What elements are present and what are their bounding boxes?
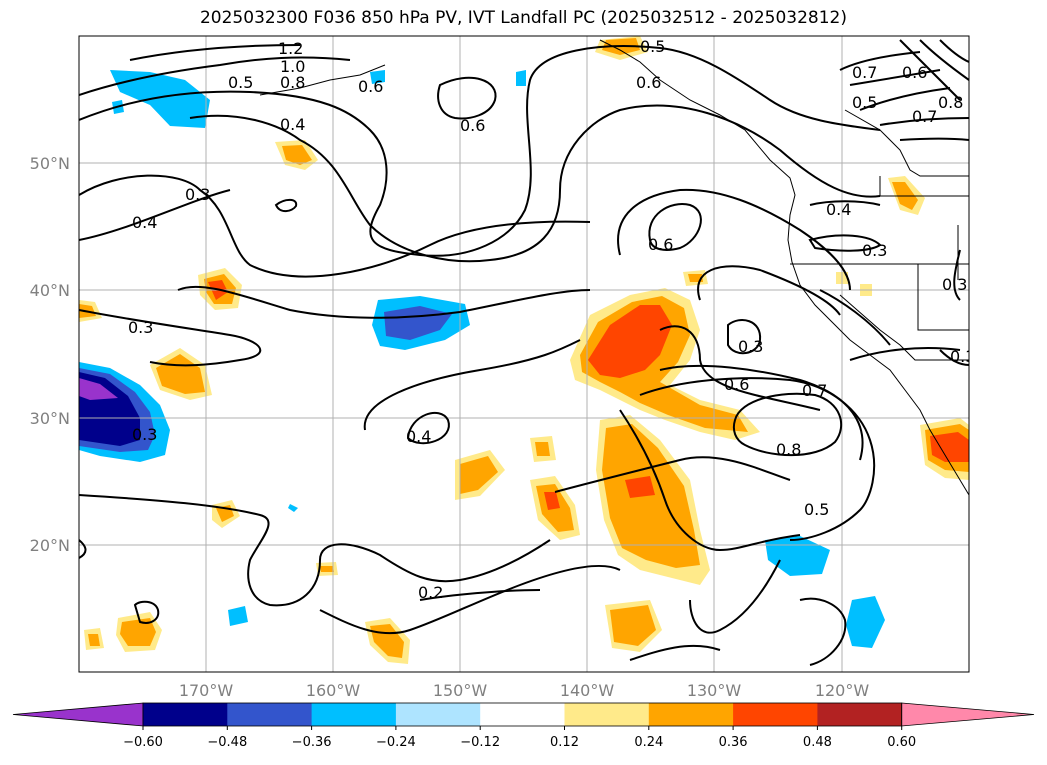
colorbar-swatch — [311, 703, 397, 726]
colorbar-tick-label: 0.24 — [634, 735, 663, 750]
contour-label: 0.6 — [636, 73, 661, 92]
map-panel: 1.2 1.0 0.8 0.6 0.5 0.4 0.3 0.6 0.4 0.3 … — [79, 36, 975, 672]
colorbar-tick-label: 0.60 — [887, 735, 916, 750]
contour-label: 0.8 — [776, 440, 801, 459]
colorbar-extend-low — [12, 702, 144, 727]
contour-label: 0.4 — [826, 200, 851, 219]
contour-label: 0.3 — [942, 275, 967, 294]
contour-label: 0.6 — [902, 63, 927, 82]
contour-label: 0.6 — [724, 375, 749, 394]
lat-label: 30°N — [30, 409, 70, 428]
lon-label: 150°W — [433, 681, 488, 700]
lat-label: 40°N — [30, 281, 70, 300]
colorbar-tick-label: 0.48 — [803, 735, 832, 750]
lon-label: 140°W — [560, 681, 615, 700]
colorbar-tick-label: 0.36 — [719, 735, 748, 750]
contour-label: 0.4 — [406, 427, 431, 446]
contour-label: 0.3 — [862, 241, 887, 260]
colorbar-swatch — [817, 703, 903, 726]
contour-label: 0.5 — [804, 500, 829, 519]
contour-label: 0.3 — [738, 337, 763, 356]
contour-label: 0.3 — [950, 347, 975, 366]
colorbar-swatch — [733, 703, 818, 726]
contour-label: 0.4 — [132, 213, 157, 232]
contour-label: 0.6 — [460, 116, 485, 135]
colorbar-tick-label: −0.48 — [207, 735, 247, 750]
contour-label: 0.8 — [938, 93, 963, 112]
colorbar-tick-label: −0.60 — [123, 735, 163, 750]
lon-label: 170°W — [179, 681, 234, 700]
lon-label: 130°W — [687, 681, 742, 700]
contour-label: 0.3 — [128, 318, 153, 337]
contour-label: 0.7 — [912, 107, 937, 126]
colorbar-swatch — [227, 703, 313, 726]
lon-label: 120°W — [815, 681, 870, 700]
contour-label: 0.6 — [648, 235, 673, 254]
colorbar-tick-label: 0.12 — [550, 735, 579, 750]
contour-label: 0.2 — [418, 583, 443, 602]
coastlines-and-borders — [259, 39, 969, 496]
contour-label: 0.3 — [132, 425, 157, 444]
colorbar-outline — [142, 702, 903, 727]
map-title: 2025032300 F036 850 hPa PV, IVT Landfall… — [199, 8, 847, 28]
colorbar-swatch — [648, 703, 734, 726]
colorbar-swatch — [143, 703, 228, 726]
contour-label: 1.2 — [278, 39, 303, 58]
contour-labels: 1.2 1.0 0.8 0.6 0.5 0.4 0.3 0.6 0.4 0.3 … — [128, 37, 975, 602]
contour-label: 0.5 — [640, 37, 665, 56]
colorbar-swatch — [480, 703, 565, 726]
contour-label: 0.4 — [280, 115, 305, 134]
colorbar-tick-label: −0.36 — [292, 735, 332, 750]
contour-label: 0.3 — [185, 185, 210, 204]
contour-label: 0.5 — [228, 73, 253, 92]
colorbar-swatch — [395, 703, 481, 726]
contour-label: 0.7 — [852, 63, 877, 82]
colorbar: −0.60 −0.48 −0.36 −0.24 −0.12 0.12 0.24 0.36 0.4… — [12, 702, 1035, 750]
latitude-labels: 50°N 40°N 30°N 20°N — [30, 154, 70, 555]
colorbar-tick-label: −0.24 — [376, 735, 416, 750]
lat-label: 50°N — [30, 154, 70, 173]
longitude-labels: 170°W 160°W 150°W 140°W 130°W 120°W — [179, 681, 870, 700]
contour-label: 0.5 — [852, 93, 877, 112]
colorbar-tick-label: −0.12 — [460, 735, 500, 750]
contour-label: 0.7 — [802, 381, 827, 400]
colorbar-swatch — [564, 703, 650, 726]
contour-label: 0.6 — [358, 77, 383, 96]
lat-label: 20°N — [30, 536, 70, 555]
pv-contours — [79, 39, 969, 666]
contour-label: 1.0 — [280, 57, 305, 76]
colorbar-extend-high — [901, 702, 1035, 727]
contour-label: 0.8 — [280, 73, 305, 92]
map-frame — [78, 35, 970, 673]
lon-label: 160°W — [306, 681, 361, 700]
